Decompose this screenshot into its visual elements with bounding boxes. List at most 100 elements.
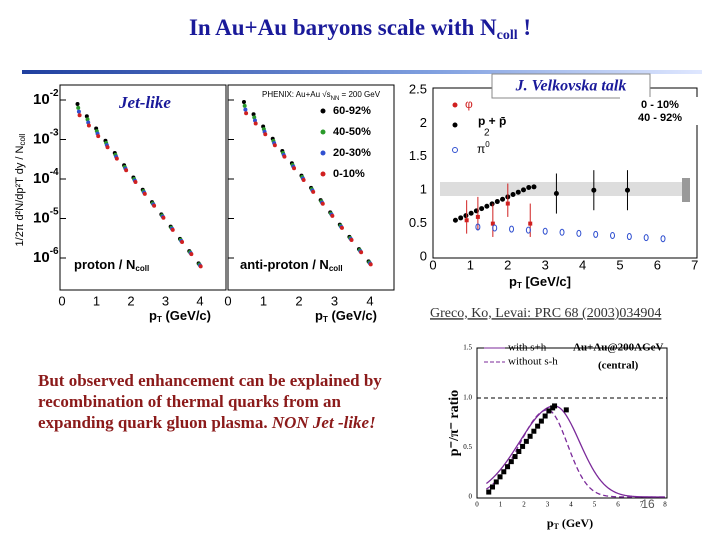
proton-point [500, 196, 506, 202]
x-tick-label: 1 [260, 293, 267, 308]
spectrum-point [76, 105, 81, 110]
panel-label-part: coll [329, 264, 343, 273]
proton-point [553, 191, 559, 197]
y-tick-label: 0.5 [463, 443, 472, 451]
title-sub: coll [497, 28, 518, 43]
x-tick-label: 5 [616, 257, 623, 272]
y-axis-label: p⁻/π⁻ ratio [447, 390, 462, 456]
y-tick-label: 1.5 [409, 148, 427, 163]
title-rule [22, 70, 702, 74]
x-tick-label: 4 [569, 501, 573, 509]
y-tick-label-part: -6 [50, 246, 59, 257]
proton-point [510, 192, 516, 198]
x-tick-label: 2 [127, 293, 134, 308]
x-axis-label-part: (GeV/c) [328, 308, 377, 323]
legend-entry-part: π [477, 142, 485, 156]
system-label: Au+Au@200AGeV [573, 342, 664, 354]
proton-point [463, 213, 469, 219]
x-tick-label: 1 [93, 293, 100, 308]
y-tick-label: 2 [420, 115, 427, 130]
pion-point [576, 229, 582, 237]
x-tick-label: 4 [579, 257, 586, 272]
legend-entry: 60-92% [333, 105, 371, 117]
spectrum-point [311, 189, 316, 194]
model-curve [485, 405, 666, 498]
spectrum-point [243, 107, 248, 112]
spectrum-point [76, 109, 81, 114]
centrality: 40 - 92% [638, 112, 682, 124]
spectrum-point [77, 113, 82, 118]
y-tick-label-part: -4 [50, 167, 59, 178]
x-tick-label: 6 [654, 257, 661, 272]
y-tick-label-part: 10 [33, 91, 50, 108]
y-tick-label-part: 10 [33, 209, 50, 226]
spectrum-point [152, 203, 157, 208]
legend-header-part: NN [331, 96, 340, 102]
spectrum-point [75, 101, 80, 106]
x-axis-label-part: (GeV) [559, 516, 593, 530]
y-tick-label-part: -2 [50, 88, 59, 99]
data-point [486, 489, 492, 495]
x-tick-label: 8 [663, 501, 667, 509]
proton-point [526, 185, 532, 191]
data-point [531, 428, 537, 434]
spectrum-point [320, 201, 325, 206]
legend-entry: without s-h [508, 356, 558, 368]
proton-point [591, 187, 597, 193]
title-text: In Au+Au baryons scale with N [189, 15, 497, 40]
spectrum-point [189, 252, 194, 257]
data-point [527, 433, 533, 439]
centrality: 0 - 10% [641, 99, 679, 111]
x-axis-label-part: T [157, 315, 162, 324]
proton-point [479, 206, 485, 212]
y-tick-label-part: 10 [33, 170, 50, 187]
legend-header-part: PHENIX: Au+Au √s [262, 90, 331, 99]
x-tick-label: 0 [429, 257, 436, 272]
spectrum-point [84, 114, 89, 119]
spectrum-point [292, 166, 297, 171]
y-tick-label: 10-5 [33, 206, 59, 226]
y-tick-label: 10-4 [33, 167, 59, 187]
x-tick-label: 0 [58, 293, 65, 308]
phi-point [464, 218, 469, 223]
phi-point [490, 221, 495, 226]
data-point [546, 408, 552, 414]
x-axis-label-part: p [149, 308, 157, 323]
x-axis-label: pT (GeV/c) [315, 308, 377, 324]
proton-point [515, 189, 521, 195]
x-tick-label: 2 [295, 293, 302, 308]
data-point [535, 423, 541, 429]
body-emphasis: NON Jet -like! [271, 413, 376, 432]
proton-point [452, 217, 458, 223]
x-axis-label-part: p [315, 308, 323, 323]
y-tick-label: 1.5 [463, 344, 472, 352]
spectrum-point [263, 132, 268, 137]
x-axis-label-part: p [509, 274, 517, 289]
y-tick-label: 0 [469, 493, 473, 501]
data-point [552, 403, 558, 409]
spectrum-point [253, 121, 258, 126]
x-tick-label: 2 [522, 501, 526, 509]
y-axis-label-part: 1/2π d²N/dp²T dy / N [14, 145, 26, 246]
pion-point [660, 235, 666, 243]
data-point [512, 454, 518, 460]
data-point [542, 413, 548, 419]
pion-point [492, 224, 498, 232]
centrality: (central) [598, 360, 639, 372]
legend-entry: p + p̄ [478, 114, 506, 128]
panel-frame [227, 84, 395, 291]
ratio-band [440, 182, 685, 196]
slide-title: In Au+Au baryons scale with Ncoll ! [189, 15, 531, 43]
spectrum-point [242, 103, 247, 108]
spectrum-point [359, 250, 364, 255]
spectrum-point [349, 238, 354, 243]
legend-entry: 0-10% [333, 168, 365, 180]
y-tick-label: 0 [420, 248, 427, 263]
page-number: 16 [641, 497, 655, 511]
legend-entry: 2 [484, 128, 490, 139]
ratio-band-end [682, 178, 690, 202]
pion-point [626, 233, 632, 241]
spectrum-point [198, 264, 203, 269]
legend-marker [320, 171, 326, 177]
